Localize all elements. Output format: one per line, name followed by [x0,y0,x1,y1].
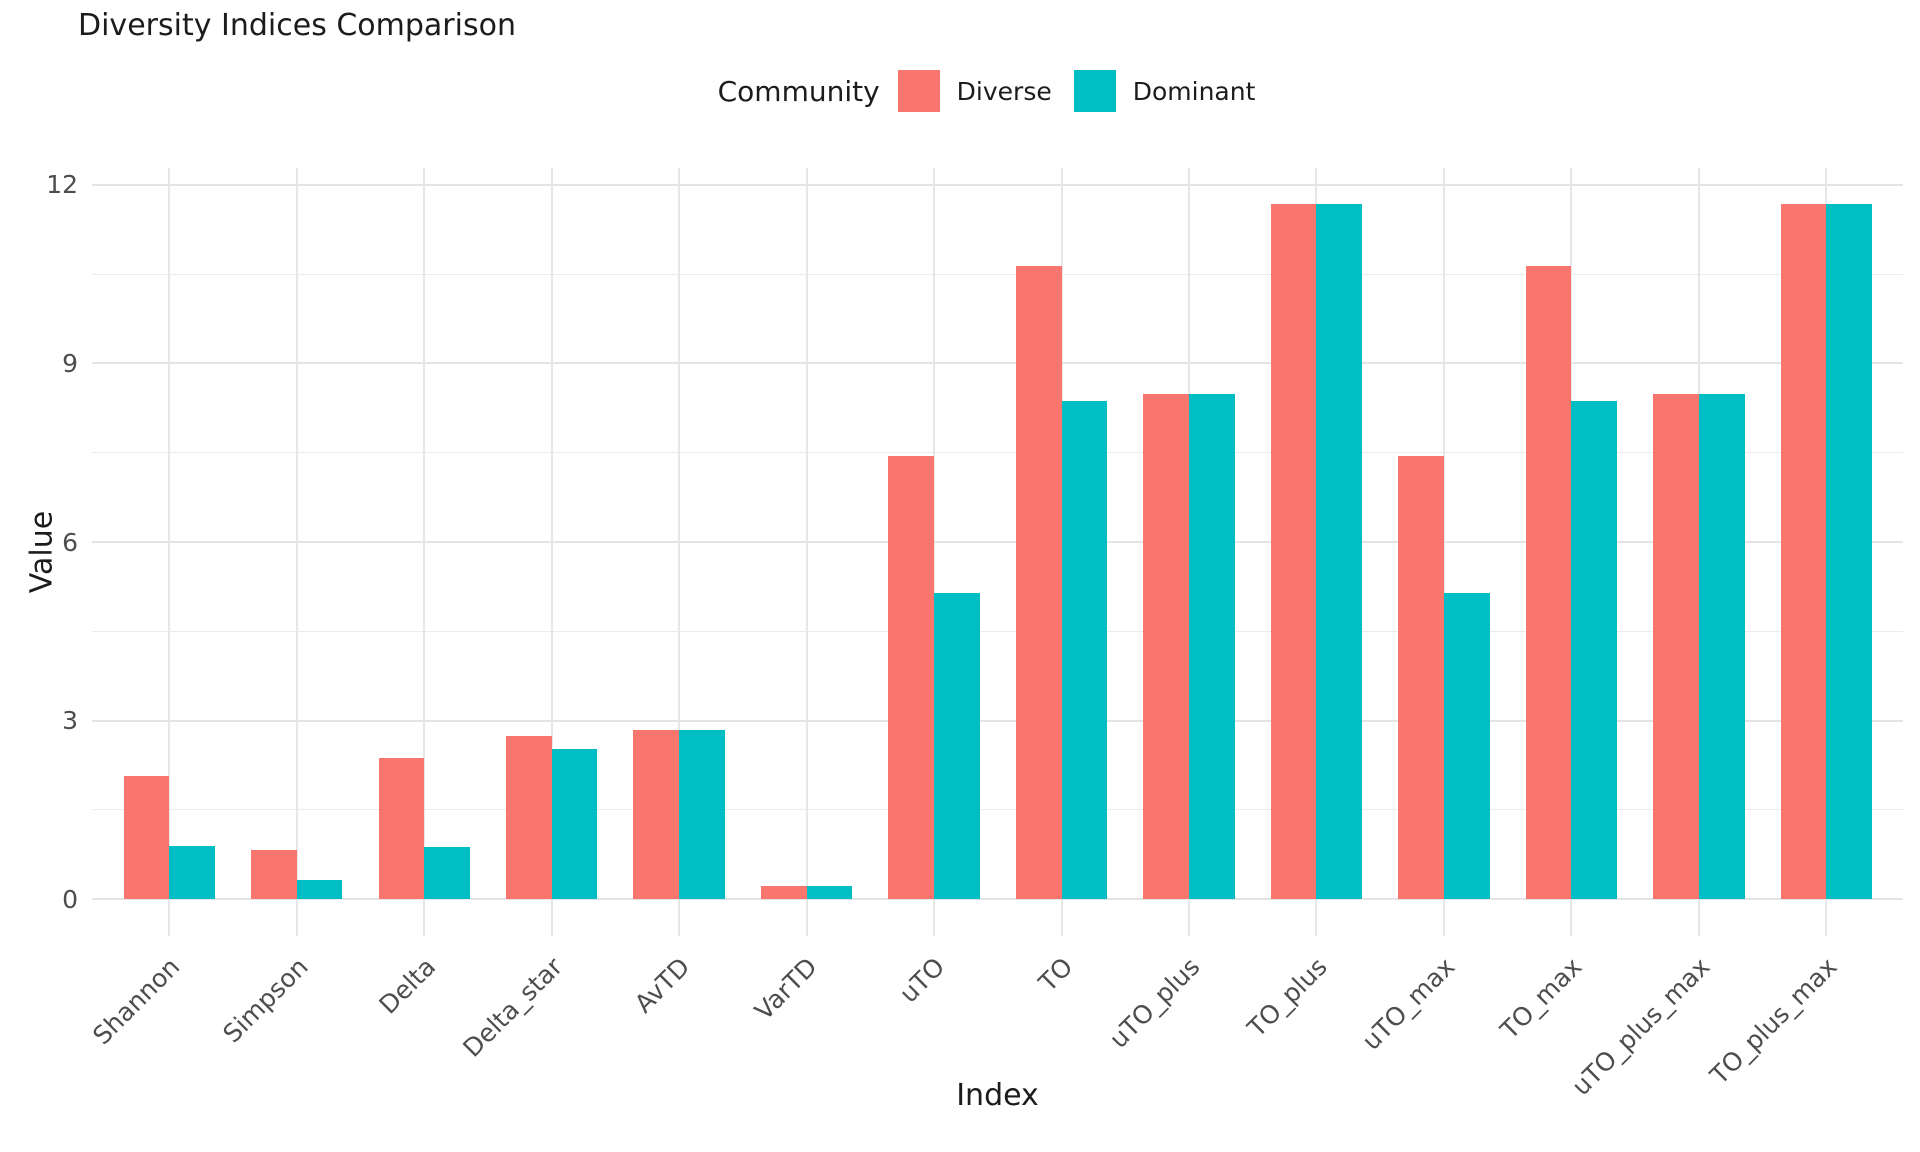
bar-uTO_plus_max-Diverse [1653,393,1699,900]
gridline-minor-y1.5 [92,809,1903,811]
bar-Delta_star-Dominant [551,749,598,900]
gridline-x-Simpson [295,168,298,936]
gridline-major-y9 [92,362,1903,365]
bar-Delta_star-Diverse [505,736,552,900]
x-tick-label-AvTD: AvTD [629,952,696,1019]
gridline-x-uTO [933,168,936,936]
bar-Shannon-Diverse [123,776,170,900]
gridline-x-uTO_max [1442,168,1445,936]
gridline-minor-y7.5 [92,452,1903,454]
bar-TO_max-Diverse [1525,265,1572,900]
gridline-x-VarTD [805,168,808,936]
y-tick-label-0: 0 [62,884,78,914]
gridline-major-y0 [92,898,1903,901]
bar-TO_max-Dominant [1571,401,1618,900]
legend-swatch-dominant [1073,70,1116,112]
x-tick-label-TO_plus_max: TO_plus_max [1704,952,1843,1090]
gridline-major-y6 [92,541,1903,543]
gridline-minor-y10.5 [92,273,1903,275]
legend-label-dominant: Dominant [1132,76,1256,106]
bar-TO-Dominant [1061,401,1108,900]
x-tick-label-VarTD: VarTD [749,952,824,1026]
gridline-major-y3 [92,719,1903,722]
bar-uTO_max-Diverse [1398,455,1444,900]
gridline-x-Shannon [168,168,171,936]
y-tick-label-3: 3 [62,706,78,736]
bar-TO_plus-Dominant [1316,203,1363,900]
gridline-x-Delta_star [550,168,553,936]
bar-uTO_plus-Dominant [1188,393,1235,900]
bar-Delta-Diverse [378,758,425,900]
legend-swatch-diverse [897,70,940,112]
x-tick-label-Delta: Delta [373,952,441,1020]
y-tick-label-12: 12 [46,170,78,200]
gridline-minor-y4.5 [92,630,1903,632]
bar-Simpson-Diverse [251,849,297,900]
bar-TO_plus_max-Diverse [1780,203,1827,900]
y-tick-label-9: 9 [62,348,78,378]
x-tick-label-uTO: uTO [894,952,951,1009]
x-tick-label-uTO_max: uTO_max [1356,952,1461,1056]
bar-VarTD-Dominant [806,886,853,900]
bar-VarTD-Diverse [760,886,807,900]
x-tick-label-TO_max: TO_max [1495,952,1588,1045]
bar-uTO-Dominant [934,592,980,900]
chart-title: Diversity Indices Comparison [78,8,516,43]
x-tick-label-uTO_plus: uTO_plus [1103,952,1206,1054]
bar-TO_plus_max-Dominant [1826,203,1872,900]
gridline-x-AvTD [678,168,681,936]
bar-Delta-Dominant [424,846,470,900]
x-tick-label-Delta_star: Delta_star [457,952,569,1063]
bar-Shannon-Dominant [169,845,215,900]
x-axis-title: Index [956,1078,1039,1113]
legend-label-diverse: Diverse [956,76,1052,106]
bar-uTO_max-Dominant [1443,592,1490,900]
x-tick-label-Simpson: Simpson [216,952,314,1049]
bar-uTO_plus-Diverse [1143,393,1189,900]
bar-TO-Diverse [1015,265,1062,900]
y-tick-label-6: 6 [62,527,78,557]
bar-uTO-Diverse [888,455,935,900]
gridline-major-y12 [92,183,1903,186]
legend: Community Diverse Dominant [92,70,1903,112]
gridline-x-Delta [423,168,426,936]
bar-TO_plus-Diverse [1270,203,1317,900]
bar-Simpson-Dominant [296,879,343,900]
legend-title: Community [717,74,880,108]
x-tick-label-Shannon: Shannon [87,952,186,1051]
x-tick-label-TO: TO [1032,952,1079,998]
x-tick-label-TO_plus: TO_plus [1242,952,1333,1043]
bar-AvTD-Dominant [679,730,725,900]
bar-AvTD-Diverse [633,730,680,900]
bar-uTO_plus_max-Dominant [1698,393,1745,900]
